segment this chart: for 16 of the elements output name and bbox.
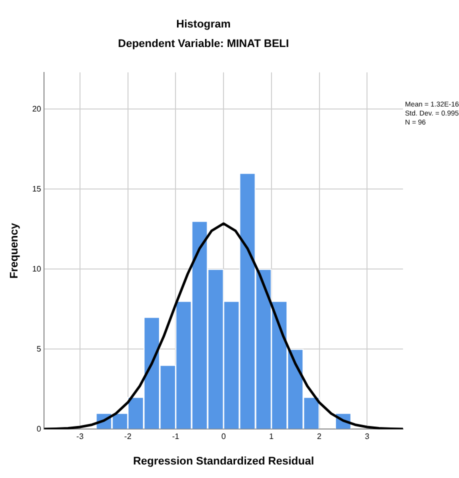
x-tick-label: 1	[269, 432, 274, 442]
x-tick-label: -2	[124, 432, 132, 442]
x-tick-label: -1	[172, 432, 180, 442]
x-axis-title: Regression Standardized Residual	[133, 455, 314, 468]
y-tick-label: 5	[36, 344, 42, 354]
chart-title: Histogram	[176, 18, 231, 31]
x-tick-label: 3	[364, 432, 370, 442]
y-axis-title: Frequency	[8, 222, 21, 279]
x-tick-label: 2	[317, 432, 322, 442]
y-tick-label: 10	[32, 264, 42, 274]
y-tick-label: 15	[32, 184, 42, 194]
x-tick-label: 0	[221, 432, 226, 442]
y-tick-label: 20	[32, 104, 42, 114]
chart-subtitle: Dependent Variable: MINAT BELI	[118, 38, 289, 50]
y-tick-label: 0	[36, 424, 42, 434]
x-tick-label: -3	[76, 432, 84, 442]
